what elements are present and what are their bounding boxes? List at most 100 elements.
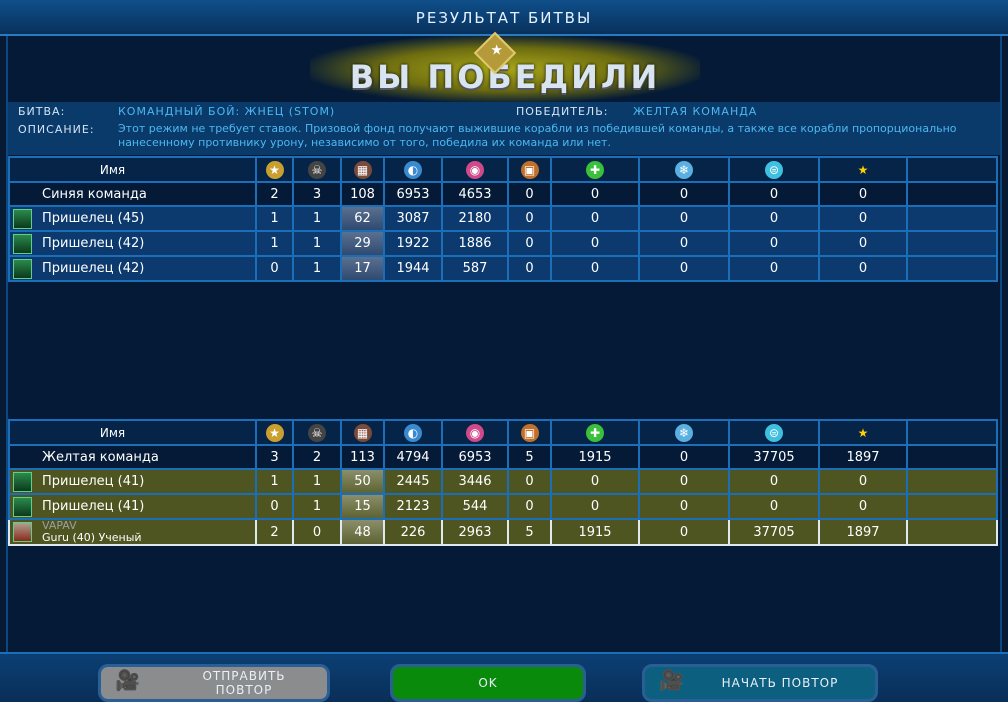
column-name: Имя	[8, 156, 257, 183]
player-stat: 0	[728, 205, 820, 232]
table-header: Имя ★ ☠ ▦ ◐ ◉ ▣ ✚ ❄ ⊜ ★	[8, 419, 998, 446]
player-stat: 1	[255, 468, 294, 495]
camera-icon: 🎥	[115, 668, 141, 692]
team-name: Желтая команда	[8, 444, 257, 470]
player-name: Пришелец (45)	[42, 211, 145, 226]
player-stat: 0	[638, 255, 730, 282]
player-row[interactable]: VAPAV Guru (40) Ученый 2 0 48 226 2963 5 1915 0 37…	[8, 518, 998, 546]
team-stat: 5	[507, 444, 552, 470]
player-stat: 0	[728, 468, 820, 495]
player-stat: 1	[292, 230, 342, 257]
column-header[interactable]: ★	[255, 419, 294, 446]
player-stat: 0	[292, 518, 342, 546]
column-header[interactable]: ▣	[507, 419, 552, 446]
camera-icon: 🎥	[659, 668, 685, 692]
chest-icon: ▣	[520, 160, 539, 179]
player-row[interactable]: Пришелец (42) 1 1 29 1922 1886 0 0 0 0 0	[8, 230, 998, 257]
team-stat: 2	[292, 444, 342, 470]
star-icon: ★	[857, 425, 869, 440]
player-name: VAPAV	[42, 519, 77, 532]
column-header[interactable]: ★	[255, 156, 294, 183]
winner-value: ЖЕЛТАЯ КОМАНДА	[633, 105, 758, 118]
column-header[interactable]: ❄	[638, 419, 730, 446]
send-replay-button[interactable]: 🎥 ОТПРАВИТЬ ПОВТОР	[98, 664, 330, 702]
player-row[interactable]: Пришелец (45) 1 1 62 3087 2180 0 0 0 0 0	[8, 205, 998, 232]
star-icon: ★	[857, 162, 869, 177]
alien-ship-icon	[13, 259, 32, 279]
player-row[interactable]: Пришелец (42) 0 1 17 1944 587 0 0 0 0 0	[8, 255, 998, 282]
player-stat: 2445	[383, 468, 443, 495]
player-stat: 2123	[383, 493, 443, 520]
player-stat: 0	[728, 230, 820, 257]
player-stat: 0	[550, 205, 640, 232]
player-stat: 1	[255, 205, 294, 232]
team-stat: 2	[255, 181, 294, 207]
column-header[interactable]: ✚	[550, 156, 640, 183]
player-stat: 0	[507, 230, 552, 257]
yellow-team-table: Имя ★ ☠ ▦ ◐ ◉ ▣ ✚ ❄ ⊜ ★ Желтая команда 3 2 113 4794 6953…	[8, 419, 998, 546]
column-header[interactable]: ★	[818, 419, 908, 446]
player-stat: 1	[292, 468, 342, 495]
player-stat: 62	[340, 205, 385, 232]
player-stat: 29	[340, 230, 385, 257]
player-stat: 2	[255, 518, 294, 546]
player-name: Пришелец (41)	[42, 474, 145, 489]
player-stat: 1922	[383, 230, 443, 257]
column-header[interactable]: ▦	[340, 156, 385, 183]
skull-icon: ☠	[308, 160, 326, 179]
player-stat: 3446	[441, 468, 509, 495]
player-stat: 2963	[441, 518, 509, 546]
column-header[interactable]: ☠	[292, 419, 342, 446]
player-stat: 544	[441, 493, 509, 520]
player-row[interactable]: Пришелец (41) 0 1 15 2123 544 0 0 0 0 0	[8, 493, 998, 520]
player-stat: 0	[638, 493, 730, 520]
column-header[interactable]: ◉	[441, 156, 509, 183]
team-stat: 1897	[818, 444, 908, 470]
victory-banner: ВЫ ПОБЕДИЛИ	[310, 36, 700, 102]
column-header[interactable]: ☠	[292, 156, 342, 183]
player-rank: Guru (40) Ученый	[42, 531, 142, 544]
player-stat: 0	[818, 230, 908, 257]
column-header[interactable]: ▣	[507, 156, 552, 183]
player-stat: 1886	[441, 230, 509, 257]
column-header[interactable]: ⊜	[728, 419, 820, 446]
player-stat: 0	[550, 468, 640, 495]
column-header[interactable]: ★	[818, 156, 908, 183]
start-replay-button[interactable]: 🎥 НАЧАТЬ ПОВТОР	[642, 664, 878, 702]
column-header[interactable]: ❄	[638, 156, 730, 183]
player-stat: 0	[507, 205, 552, 232]
player-row[interactable]: Пришелец (41) 1 1 50 2445 3446 0 0 0 0 0	[8, 468, 998, 495]
alien-ship-icon	[13, 234, 32, 254]
player-stat: 3087	[383, 205, 443, 232]
player-stat: 0	[638, 468, 730, 495]
column-header[interactable]: ◉	[441, 419, 509, 446]
player-stat: 0	[728, 493, 820, 520]
ok-button[interactable]: OK	[390, 664, 586, 702]
player-stat: 0	[818, 493, 908, 520]
column-header[interactable]: ◐	[383, 419, 443, 446]
player-stat: 17	[340, 255, 385, 282]
column-header[interactable]: ⊜	[728, 156, 820, 183]
team-stat: 0	[638, 181, 730, 207]
team-stat: 6953	[441, 444, 509, 470]
player-stat: 0	[507, 255, 552, 282]
team-stat: 0	[728, 181, 820, 207]
damage-dealt-icon: ◐	[404, 423, 422, 442]
player-stat: 0	[638, 205, 730, 232]
crystal-icon: ❄	[675, 423, 693, 442]
player-stat: 0	[255, 255, 294, 282]
medal-icon: ★	[265, 423, 284, 442]
description-label: ОПИСАНИЕ:	[18, 123, 95, 136]
team-stat: 4794	[383, 444, 443, 470]
damage-dealt-icon: ◐	[404, 160, 422, 179]
column-header[interactable]: ✚	[550, 419, 640, 446]
player-stat: 1	[292, 205, 342, 232]
table-header: Имя ★ ☠ ▦ ◐ ◉ ▣ ✚ ❄ ⊜ ★	[8, 156, 998, 183]
repair-icon: ✚	[586, 423, 604, 442]
player-stat: 1944	[383, 255, 443, 282]
repair-icon: ✚	[586, 160, 604, 179]
column-header[interactable]: ▦	[340, 419, 385, 446]
player-stat: 0	[818, 468, 908, 495]
player-stat: 0	[550, 230, 640, 257]
column-header[interactable]: ◐	[383, 156, 443, 183]
